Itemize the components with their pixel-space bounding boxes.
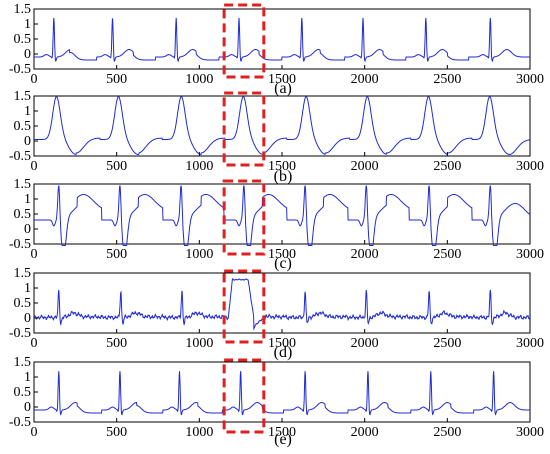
- highlight-box: [222, 269, 266, 344]
- y-tick-label: 0.5: [14, 119, 32, 134]
- x-tick-label: 2000: [351, 425, 379, 440]
- x-tick-label: 1000: [185, 247, 213, 262]
- x-tick-label: 3000: [516, 425, 544, 440]
- x-tick-label: 1500: [268, 72, 296, 87]
- x-tick-label: 0: [31, 425, 38, 440]
- x-tick-label: 2500: [433, 72, 461, 87]
- x-tick-label: 1500: [268, 247, 296, 262]
- x-tick-label: 0: [31, 247, 38, 262]
- x-tick-label: 500: [106, 72, 127, 87]
- x-tick-label: 2500: [433, 425, 461, 440]
- x-tick-label: 1000: [185, 72, 213, 87]
- panel-d: -0.500.511.50 500 1000 1500 2000 2500 3000(d): [9, 266, 544, 361]
- x-tick-label: 2500: [433, 247, 461, 262]
- x-tick-label: 2000: [351, 247, 379, 262]
- x-tick-label: 1000: [185, 425, 213, 440]
- y-tick-label: 1: [24, 192, 31, 207]
- y-tick-label: -0.5: [9, 415, 31, 430]
- y-tick-label: 0.5: [14, 32, 32, 47]
- y-tick-label: 1: [24, 104, 31, 119]
- panel-b: -0.500.511.50 500 1000 1500 2000 2500 3000(b): [9, 89, 544, 185]
- x-tick-label: 3000: [516, 336, 544, 351]
- panel-label: (d): [274, 344, 293, 361]
- y-tick-label: 1.5: [14, 177, 32, 192]
- x-tick-label: 0: [31, 336, 38, 351]
- x-tick-label: 1500: [268, 159, 296, 174]
- y-tick-label: 0: [24, 400, 31, 415]
- y-tick-label: 0: [24, 134, 31, 149]
- panel-c: -0.500.511.50 500 1000 1500 2000 2500 3000(c): [9, 177, 544, 272]
- x-tick-label: 0: [31, 72, 38, 87]
- axes-frame: [33, 272, 531, 334]
- x-tick-label: 1000: [185, 159, 213, 174]
- panel-a: -0.500.511.50 500 1000 1500 2000 2500 3000(a): [9, 2, 544, 97]
- x-tick-label: 2000: [351, 336, 379, 351]
- y-tick-label: 1: [24, 281, 31, 296]
- x-tick-label: 500: [106, 425, 127, 440]
- y-tick-label: 0: [24, 47, 31, 62]
- x-tick-label: 2500: [433, 336, 461, 351]
- ecg-signal-line: [34, 95, 531, 156]
- y-tick-label: -0.5: [9, 326, 31, 341]
- panel-e: -0.500.511.50 500 1000 1500 2000 2500 3000(e): [9, 355, 544, 448]
- y-tick-label: 1: [24, 17, 31, 32]
- x-tick-label: 1500: [268, 336, 296, 351]
- x-tick-label: 500: [106, 159, 127, 174]
- x-tick-label: 2000: [351, 159, 379, 174]
- x-tick-label: 2000: [351, 72, 379, 87]
- x-tick-label: 1000: [185, 336, 213, 351]
- x-tick-label: 3000: [516, 72, 544, 87]
- y-tick-label: 1.5: [14, 355, 32, 370]
- y-tick-label: 0.5: [14, 207, 32, 222]
- y-tick-label: -0.5: [9, 62, 31, 77]
- x-tick-label: 0: [31, 159, 38, 174]
- y-tick-label: 0.5: [14, 385, 32, 400]
- y-tick-label: -0.5: [9, 237, 31, 252]
- ecg-signal-line: [34, 17, 530, 63]
- y-tick-label: 1: [24, 370, 31, 385]
- panel-label: (b): [274, 168, 293, 185]
- y-tick-label: 0: [24, 311, 31, 326]
- highlight-box: [222, 179, 266, 256]
- panel-label: (a): [274, 80, 292, 97]
- panel-label: (e): [274, 431, 292, 448]
- y-tick-label: -0.5: [9, 149, 31, 164]
- x-tick-label: 3000: [516, 247, 544, 262]
- panel-label: (c): [274, 255, 292, 272]
- axes-frame: [33, 183, 531, 245]
- ecg-signal-line: [34, 185, 531, 246]
- highlight-box: [222, 358, 266, 434]
- y-tick-label: 1.5: [14, 89, 32, 104]
- x-tick-label: 500: [106, 247, 127, 262]
- y-tick-label: 1.5: [14, 2, 32, 17]
- x-tick-label: 3000: [516, 159, 544, 174]
- x-tick-label: 1500: [268, 425, 296, 440]
- ecg-signal-line: [33, 278, 531, 331]
- highlight-box: [222, 3, 266, 79]
- y-tick-label: 0.5: [14, 296, 32, 311]
- highlight-box: [222, 91, 266, 167]
- y-tick-label: 0: [24, 222, 31, 237]
- y-tick-label: 1.5: [14, 266, 32, 281]
- ecg-signal-line: [34, 371, 530, 416]
- x-tick-label: 500: [106, 336, 127, 351]
- x-tick-label: 2500: [433, 159, 461, 174]
